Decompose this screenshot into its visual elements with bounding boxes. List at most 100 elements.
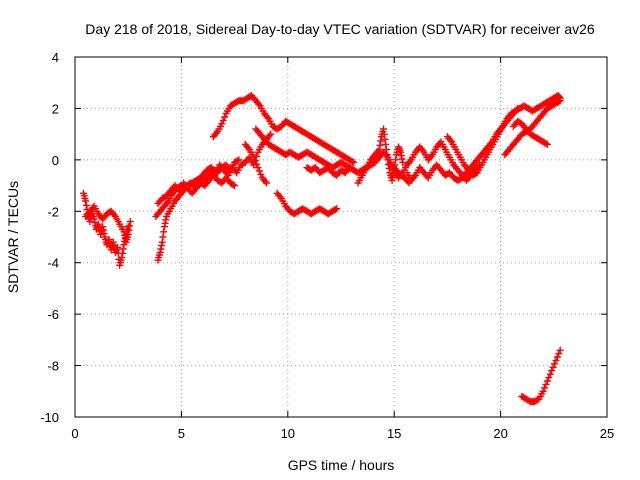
data-point bbox=[235, 156, 243, 164]
y-tick-label: 2 bbox=[52, 101, 59, 116]
data-point bbox=[350, 158, 358, 166]
data-point bbox=[331, 206, 339, 214]
data-point bbox=[380, 125, 388, 133]
data-point bbox=[267, 130, 275, 138]
data-point bbox=[555, 98, 563, 106]
data-point bbox=[255, 167, 263, 175]
data-point bbox=[380, 130, 388, 138]
data-point bbox=[82, 201, 90, 209]
data-point bbox=[548, 367, 556, 375]
data-point bbox=[555, 93, 563, 101]
x-axis-label: GPS time / hours bbox=[288, 457, 395, 473]
data-point bbox=[263, 179, 271, 187]
grid bbox=[75, 57, 607, 417]
data-point bbox=[254, 164, 262, 172]
data-point bbox=[546, 370, 554, 378]
data-point bbox=[157, 245, 165, 253]
data-point bbox=[120, 228, 128, 236]
data-point bbox=[397, 148, 405, 156]
data-point bbox=[253, 160, 261, 168]
data-point bbox=[542, 380, 550, 388]
data-point bbox=[125, 226, 133, 234]
data-point bbox=[160, 223, 168, 231]
data-point bbox=[124, 230, 132, 238]
data-point bbox=[555, 350, 563, 358]
data-point bbox=[159, 233, 167, 241]
data-point bbox=[381, 135, 389, 143]
data-point bbox=[346, 164, 354, 172]
data-point bbox=[552, 356, 560, 364]
data-point bbox=[114, 243, 122, 251]
data-point bbox=[156, 248, 164, 256]
data-point bbox=[333, 205, 341, 213]
data-point bbox=[99, 223, 107, 231]
data-point bbox=[105, 236, 113, 244]
data-point bbox=[541, 384, 549, 392]
plot-area-border bbox=[74, 56, 608, 418]
data-point bbox=[158, 238, 166, 246]
data-point bbox=[539, 387, 547, 395]
y-tick-label: 4 bbox=[52, 50, 59, 65]
data-point bbox=[543, 140, 551, 148]
data-series bbox=[80, 92, 564, 406]
data-point bbox=[556, 97, 564, 105]
data-point bbox=[348, 158, 356, 166]
chart-title: Day 218 of 2018, Sidereal Day-to-day VTE… bbox=[85, 21, 595, 37]
data-point bbox=[231, 182, 239, 190]
data-point bbox=[251, 157, 259, 165]
data-point bbox=[119, 245, 127, 253]
y-tick-label: -10 bbox=[40, 410, 59, 425]
data-point bbox=[382, 146, 390, 154]
data-point bbox=[542, 140, 550, 148]
data-point bbox=[389, 173, 397, 181]
data-point bbox=[109, 238, 117, 246]
x-tick-label: 20 bbox=[493, 426, 507, 441]
data-point bbox=[399, 158, 407, 166]
data-point bbox=[126, 222, 134, 230]
y-tick-label: -2 bbox=[47, 204, 59, 219]
data-point bbox=[124, 223, 132, 231]
data-point bbox=[158, 242, 166, 250]
data-point bbox=[376, 141, 384, 149]
data-point bbox=[398, 155, 406, 163]
data-point bbox=[94, 220, 102, 228]
data-point bbox=[257, 170, 265, 178]
y-tick-label: 0 bbox=[52, 153, 59, 168]
data-point bbox=[375, 146, 383, 154]
data-point bbox=[229, 181, 237, 189]
data-point bbox=[118, 254, 126, 262]
data-point bbox=[551, 360, 559, 368]
data-point bbox=[250, 153, 258, 161]
data-point bbox=[100, 230, 108, 238]
data-point bbox=[543, 377, 551, 385]
data-point bbox=[388, 176, 396, 184]
x-tick-label: 15 bbox=[387, 426, 401, 441]
data-point bbox=[382, 140, 390, 148]
data-point bbox=[119, 249, 127, 257]
data-point bbox=[218, 120, 226, 128]
data-point bbox=[126, 218, 134, 226]
data-point bbox=[221, 113, 229, 121]
data-point bbox=[161, 219, 169, 227]
y-tick-label: -8 bbox=[47, 359, 59, 374]
data-point bbox=[86, 218, 94, 226]
data-point bbox=[82, 197, 90, 205]
data-point bbox=[545, 374, 553, 382]
y-tick-label: -4 bbox=[47, 256, 59, 271]
data-point bbox=[383, 151, 391, 159]
data-point bbox=[90, 215, 98, 223]
data-point bbox=[384, 156, 392, 164]
data-point bbox=[377, 137, 385, 145]
x-tick-label: 25 bbox=[600, 426, 614, 441]
y-axis-label: SDTVAR / TECUs bbox=[5, 181, 21, 293]
x-tick-label: 10 bbox=[281, 426, 295, 441]
data-point bbox=[219, 116, 227, 124]
data-point bbox=[162, 216, 170, 224]
data-point bbox=[392, 156, 400, 164]
x-tick-label: 5 bbox=[178, 426, 185, 441]
y-tick-label: -6 bbox=[47, 307, 59, 322]
data-point bbox=[549, 363, 557, 371]
